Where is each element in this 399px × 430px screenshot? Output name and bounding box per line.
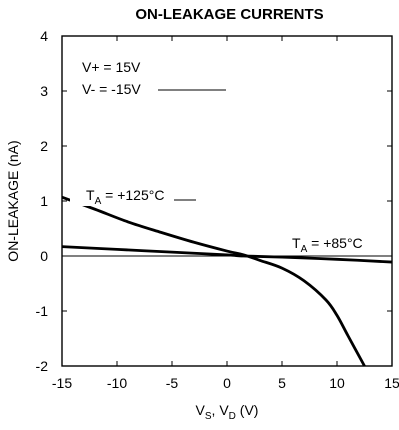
chart-title: ON-LEAKAGE CURRENTS bbox=[135, 6, 324, 23]
x-tick-label: -15 bbox=[52, 375, 72, 391]
annotation-mask-1 bbox=[76, 52, 158, 100]
y-tick-label: 3 bbox=[40, 83, 48, 99]
y-axis-label: ON-LEAKAGE (nA) bbox=[5, 140, 21, 261]
x-tick-label: 5 bbox=[278, 375, 286, 391]
series-line-125c bbox=[61, 195, 366, 367]
annotation-mask-85 bbox=[288, 232, 382, 254]
supply-neg-annotation: V- = -15V bbox=[82, 81, 141, 97]
supply-pos-annotation: V+ = 15V bbox=[82, 59, 141, 75]
y-tick-label: 2 bbox=[40, 138, 48, 154]
x-tick-label: 0 bbox=[223, 375, 231, 391]
y-tick-label: -2 bbox=[36, 358, 49, 374]
x-tick-label: 15 bbox=[384, 375, 399, 391]
series-line-85c bbox=[61, 245, 393, 264]
x-tick-label: 10 bbox=[329, 375, 345, 391]
x-tick-label: -5 bbox=[166, 375, 179, 391]
annotation-mask-125 bbox=[70, 182, 174, 206]
y-tick-label: -1 bbox=[36, 303, 49, 319]
y-tick-label: 0 bbox=[40, 248, 48, 264]
x-axis-label: VS, VD (V) bbox=[196, 402, 259, 422]
y-tick-label: 4 bbox=[40, 28, 48, 44]
x-tick-label: -10 bbox=[107, 375, 127, 391]
y-tick-label: 1 bbox=[40, 193, 48, 209]
series-125-label: TA = +125°C bbox=[86, 187, 164, 207]
series-85-label: TA = +85°C bbox=[292, 235, 363, 255]
